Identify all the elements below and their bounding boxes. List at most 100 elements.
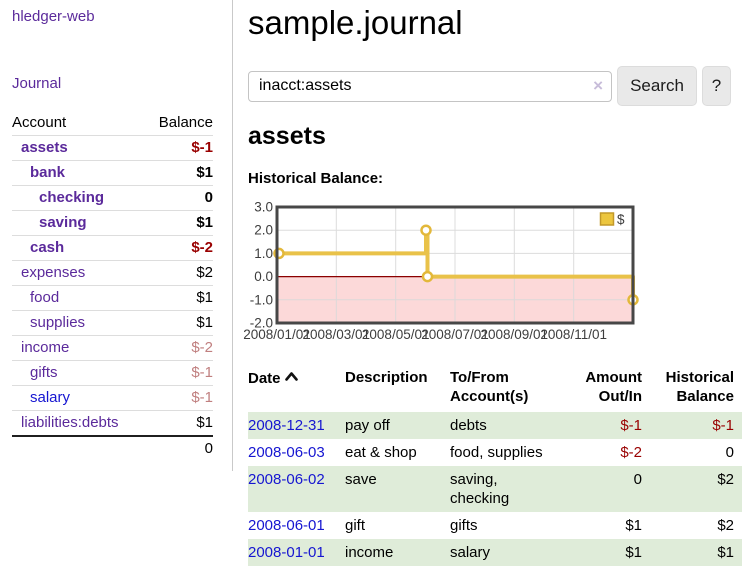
account-balance: $1	[145, 310, 213, 336]
y-tick: -2.0	[250, 316, 273, 331]
account-row: salary $-1	[12, 385, 213, 411]
chart-y-axis: 3.0 2.0 1.0 0.0 -1.0 -2.0	[250, 200, 273, 331]
account-balance: $-2	[145, 235, 213, 261]
transaction-date-link[interactable]: 2008-12-31	[248, 417, 325, 434]
transaction-accounts: food, supplies	[450, 444, 543, 461]
x-tick: 2008/01/01	[243, 327, 311, 342]
chart-border	[275, 205, 635, 325]
account-balance: 0	[145, 185, 213, 211]
account-balance: $2	[145, 260, 213, 286]
account-balance: $-1	[145, 385, 213, 411]
sidebar-item-journal[interactable]: Journal	[12, 75, 62, 92]
x-tick: 2008/09/01	[481, 327, 549, 342]
account-balance: $-2	[145, 335, 213, 361]
y-tick: 2.0	[254, 223, 273, 238]
accounts-header-account: Account	[12, 114, 67, 131]
historical-balance-chart: $ 3.0 2.0 1.0 0.0 -1.0 -2.0 2008/01/01 2…	[243, 200, 742, 343]
transaction-amount: $-1	[562, 412, 642, 439]
account-balance: $1	[145, 210, 213, 236]
transaction-amount: $1	[625, 517, 642, 534]
account-row: cash $-2	[12, 235, 213, 261]
transaction-amount: $-2	[620, 444, 642, 461]
account-link-assets[interactable]: assets	[21, 139, 68, 156]
transaction-date-link[interactable]: 2008-06-02	[248, 471, 325, 488]
legend-label: $	[617, 212, 625, 227]
transaction-date-link[interactable]: 2008-06-01	[248, 517, 325, 534]
account-row: liabilities:debts $1	[12, 410, 213, 436]
account-balance: $-1	[145, 135, 213, 161]
account-link-supplies[interactable]: supplies	[30, 314, 86, 331]
account-link-saving[interactable]: saving	[39, 214, 87, 231]
transaction-accounts: gifts	[450, 517, 478, 534]
account-link-salary[interactable]: salary	[30, 389, 71, 406]
search-input[interactable]	[248, 70, 612, 102]
transaction-balance: 0	[725, 444, 734, 461]
account-row: gifts $-1	[12, 360, 213, 386]
accounts-total-balance: 0	[145, 435, 213, 461]
chart-legend: $	[599, 212, 625, 227]
account-balance: $1	[145, 160, 213, 186]
search-form: × Search ?	[248, 66, 742, 106]
transaction-amount: 0	[562, 466, 642, 512]
transaction-balance: $-1	[642, 412, 742, 439]
x-tick: 2008/03/01	[303, 327, 371, 342]
x-tick: 2008/07/01	[421, 327, 489, 342]
account-link-income[interactable]: income	[21, 339, 70, 356]
legend-swatch-icon	[599, 212, 615, 226]
account-row: assets $-1	[12, 135, 213, 161]
transaction-date-link[interactable]: 2008-01-01	[248, 544, 325, 561]
account-link-checking[interactable]: checking	[39, 189, 105, 206]
col-header-tofrom: To/From Account(s)	[450, 369, 529, 405]
help-button[interactable]: ?	[702, 66, 731, 106]
account-link-gifts[interactable]: gifts	[30, 364, 58, 381]
chart-x-axis: 2008/01/01 2008/03/01 2008/05/01 2008/07…	[243, 327, 607, 342]
sort-ascending-icon	[284, 368, 298, 387]
transaction-date-link[interactable]: 2008-06-03	[248, 444, 325, 461]
transaction-row: 2008-12-31 pay off debts $-1 $-1	[248, 412, 742, 439]
account-link-cash[interactable]: cash	[30, 239, 65, 256]
account-link-food[interactable]: food	[30, 289, 60, 306]
account-link-bank[interactable]: bank	[30, 164, 66, 181]
account-heading: assets	[248, 122, 326, 150]
account-balance: $1	[145, 410, 213, 436]
transaction-balance: $2	[717, 517, 734, 534]
col-header-date[interactable]: Date	[248, 365, 345, 412]
transactions-table: Date Description To/From Account(s) Amou…	[248, 365, 742, 566]
col-header-date-label: Date	[248, 370, 281, 387]
account-link-expenses[interactable]: expenses	[21, 264, 86, 281]
chart-point	[420, 224, 432, 236]
transaction-accounts: salary	[450, 539, 562, 566]
account-link-liabilities-debts[interactable]: liabilities:debts	[21, 414, 119, 431]
account-row: expenses $2	[12, 260, 213, 286]
account-balance: $1	[145, 285, 213, 311]
transaction-row: 2008-06-03 eat & shop food, supplies $-2…	[248, 439, 742, 466]
account-balance: $-1	[145, 360, 213, 386]
y-tick: 3.0	[254, 200, 273, 215]
chart-canvas: $ 3.0 2.0 1.0 0.0 -1.0 -2.0 2008/01/01 2…	[243, 200, 639, 342]
clear-search-icon[interactable]: ×	[593, 75, 603, 95]
account-row: income $-2	[12, 335, 213, 361]
account-row: saving $1	[12, 210, 213, 236]
account-row: food $1	[12, 285, 213, 311]
x-tick: 2008/05/01	[362, 327, 430, 342]
brand-link[interactable]: hledger-web	[12, 8, 95, 25]
col-header-amount: Amount Out/In	[585, 369, 642, 405]
account-row: supplies $1	[12, 310, 213, 336]
search-button[interactable]: Search	[617, 66, 697, 106]
y-tick: 0.0	[254, 269, 273, 284]
accounts-header-row: Account Balance	[12, 111, 213, 136]
transaction-description: gift	[345, 517, 366, 534]
accounts-total-row: 0	[12, 435, 213, 461]
sidebar: hledger-web Journal Account Balance asse…	[0, 0, 233, 471]
transaction-amount: $1	[562, 539, 642, 566]
transaction-balance: $1	[642, 539, 742, 566]
x-tick: 2008/11/01	[540, 327, 607, 342]
y-tick: 1.0	[254, 246, 273, 261]
accounts-table: Account Balance assets $-1 bank $1 check…	[12, 111, 213, 461]
chart-point	[421, 270, 434, 283]
y-tick: -1.0	[250, 292, 273, 307]
transaction-description: income	[345, 539, 450, 566]
transaction-row: 2008-01-01 income salary $1 $1	[248, 539, 742, 566]
main-content: sample.journal × Search ? assets Histori…	[233, 0, 742, 566]
